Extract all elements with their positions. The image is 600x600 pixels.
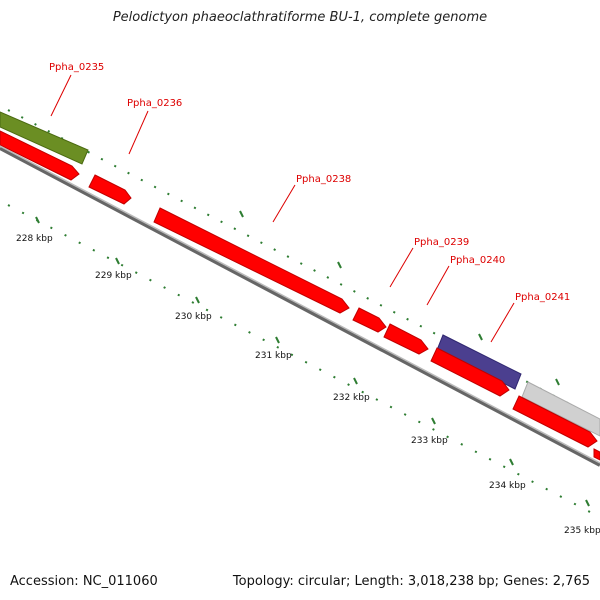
- gene-label-ppha-0238[interactable]: Ppha_0238: [296, 174, 351, 185]
- tick-label-230: 230 kbp: [175, 312, 212, 322]
- gene-label-ppha-0235[interactable]: Ppha_0235: [49, 62, 104, 73]
- lower-dotted-scale: [7, 204, 591, 513]
- gene-red-a[interactable]: [430, 347, 510, 397]
- genome-summary: Topology: circular; Length: 3,018,238 bp…: [232, 574, 590, 589]
- gene-label-ppha-0239[interactable]: Ppha_0239: [414, 237, 469, 248]
- gene-ppha-0236[interactable]: [88, 174, 132, 205]
- gene-leaders: [50, 74, 515, 343]
- gene-gray[interactable]: [521, 381, 600, 437]
- lower-strand-genes: [0, 130, 600, 461]
- tick-label-231: 231 kbp: [255, 351, 292, 361]
- tick-label-235: 235 kbp: [564, 526, 600, 536]
- genome-backbone: [0, 145, 600, 467]
- gene-ppha-0240[interactable]: [383, 323, 429, 355]
- tick-label-232: 232 kbp: [333, 393, 370, 403]
- gene-red-c[interactable]: [593, 448, 600, 461]
- gene-label-ppha-0241[interactable]: Ppha_0241: [515, 292, 570, 303]
- gene-ppha-0238[interactable]: [153, 207, 350, 314]
- gene-red-b[interactable]: [512, 395, 598, 448]
- scale-labels: 228 kbp 229 kbp 230 kbp 231 kbp 232 kbp …: [16, 234, 600, 536]
- tick-label-234: 234 kbp: [489, 481, 526, 491]
- gene-labels: Ppha_0235 Ppha_0236 Ppha_0238 Ppha_0239 …: [49, 62, 570, 303]
- accession-label: Accession: NC_011060: [10, 574, 158, 589]
- tick-label-233: 233 kbp: [411, 436, 448, 446]
- upper-strand-genes: [0, 111, 600, 437]
- gene-ppha-0239[interactable]: [352, 307, 387, 333]
- tick-label-228: 228 kbp: [16, 234, 53, 244]
- map-title: Pelodictyon phaeoclathratiforme BU-1, co…: [112, 10, 488, 25]
- gene-ppha-0235[interactable]: [0, 111, 89, 165]
- gene-label-ppha-0240[interactable]: Ppha_0240: [450, 255, 505, 266]
- major-ticks: [35, 210, 590, 507]
- gene-ppha-0235-red[interactable]: [0, 130, 80, 181]
- gene-label-ppha-0236[interactable]: Ppha_0236: [127, 98, 182, 109]
- gene-ppha-0241[interactable]: [436, 334, 522, 390]
- tick-label-229: 229 kbp: [95, 271, 132, 281]
